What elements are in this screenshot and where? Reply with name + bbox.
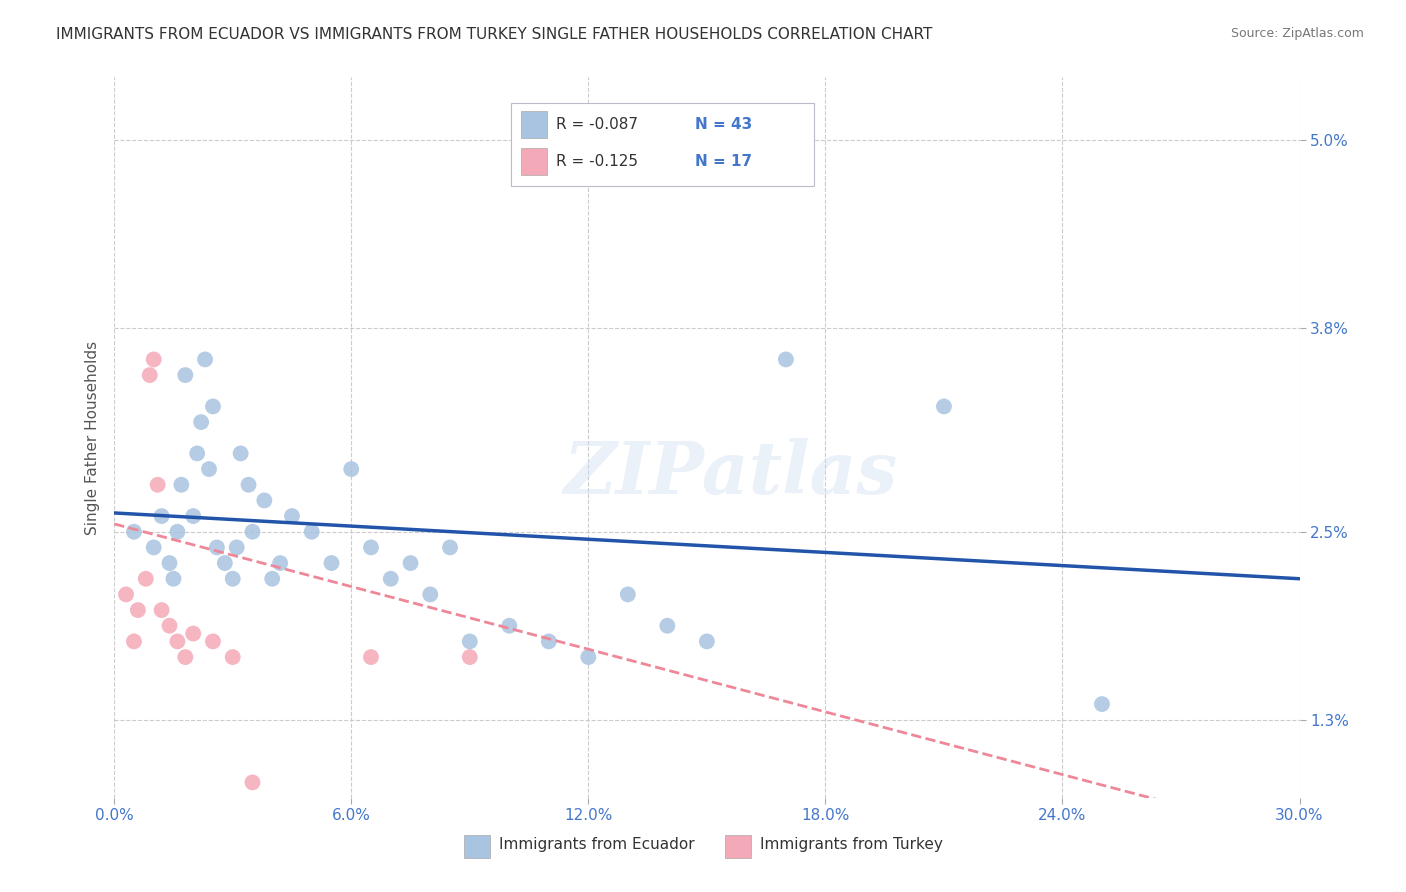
Point — [301, 524, 323, 539]
Point — [222, 650, 245, 665]
Point — [262, 572, 284, 586]
Text: N = 43: N = 43 — [695, 117, 752, 132]
Point — [340, 462, 363, 476]
Point — [657, 619, 679, 633]
Point — [159, 556, 181, 570]
Text: Immigrants from Ecuador: Immigrants from Ecuador — [499, 838, 695, 853]
Bar — [520, 148, 547, 176]
Text: Immigrants from Turkey: Immigrants from Turkey — [761, 838, 943, 853]
Point — [194, 352, 217, 367]
Point — [122, 524, 145, 539]
Point — [174, 650, 197, 665]
Point — [281, 509, 304, 524]
Point — [775, 352, 797, 367]
Point — [696, 634, 718, 648]
Point — [186, 446, 208, 460]
Point — [458, 634, 481, 648]
Point — [162, 572, 184, 586]
Point — [150, 509, 173, 524]
Point — [242, 524, 264, 539]
Point — [201, 400, 224, 414]
Point — [174, 368, 197, 383]
Point — [229, 446, 252, 460]
Point — [576, 650, 599, 665]
Point — [419, 587, 441, 601]
Point — [439, 541, 461, 555]
Point — [380, 572, 402, 586]
Point — [115, 587, 138, 601]
Bar — [512, 103, 814, 186]
Point — [190, 415, 212, 429]
Point — [222, 572, 245, 586]
Point — [253, 493, 276, 508]
Point — [1091, 697, 1114, 711]
Point — [142, 541, 165, 555]
Text: IMMIGRANTS FROM ECUADOR VS IMMIGRANTS FROM TURKEY SINGLE FATHER HOUSEHOLDS CORRE: IMMIGRANTS FROM ECUADOR VS IMMIGRANTS FR… — [56, 27, 932, 42]
Point — [537, 634, 560, 648]
Bar — [724, 835, 751, 858]
Point — [181, 626, 204, 640]
Y-axis label: Single Father Households: Single Father Households — [86, 341, 100, 535]
Point — [122, 634, 145, 648]
Point — [498, 619, 520, 633]
Point — [269, 556, 291, 570]
Point — [932, 400, 955, 414]
Text: Source: ZipAtlas.com: Source: ZipAtlas.com — [1230, 27, 1364, 40]
Point — [142, 352, 165, 367]
Point — [360, 541, 382, 555]
Point — [198, 462, 221, 476]
Point — [166, 524, 188, 539]
Point — [181, 509, 204, 524]
Point — [242, 775, 264, 789]
Point — [617, 587, 640, 601]
Point — [214, 556, 236, 570]
Point — [225, 541, 247, 555]
Text: R = -0.125: R = -0.125 — [557, 154, 638, 169]
Text: R = -0.087: R = -0.087 — [557, 117, 638, 132]
Point — [150, 603, 173, 617]
Point — [146, 477, 169, 491]
Point — [360, 650, 382, 665]
Point — [238, 477, 260, 491]
Point — [159, 619, 181, 633]
Point — [321, 556, 343, 570]
Point — [127, 603, 149, 617]
Bar — [520, 111, 547, 138]
Point — [170, 477, 193, 491]
Point — [399, 556, 422, 570]
Bar — [464, 835, 489, 858]
Text: N = 17: N = 17 — [695, 154, 752, 169]
Point — [135, 572, 157, 586]
Point — [139, 368, 162, 383]
Point — [458, 650, 481, 665]
Point — [205, 541, 228, 555]
Text: ZIPatlas: ZIPatlas — [564, 438, 897, 509]
Point — [166, 634, 188, 648]
Point — [201, 634, 224, 648]
